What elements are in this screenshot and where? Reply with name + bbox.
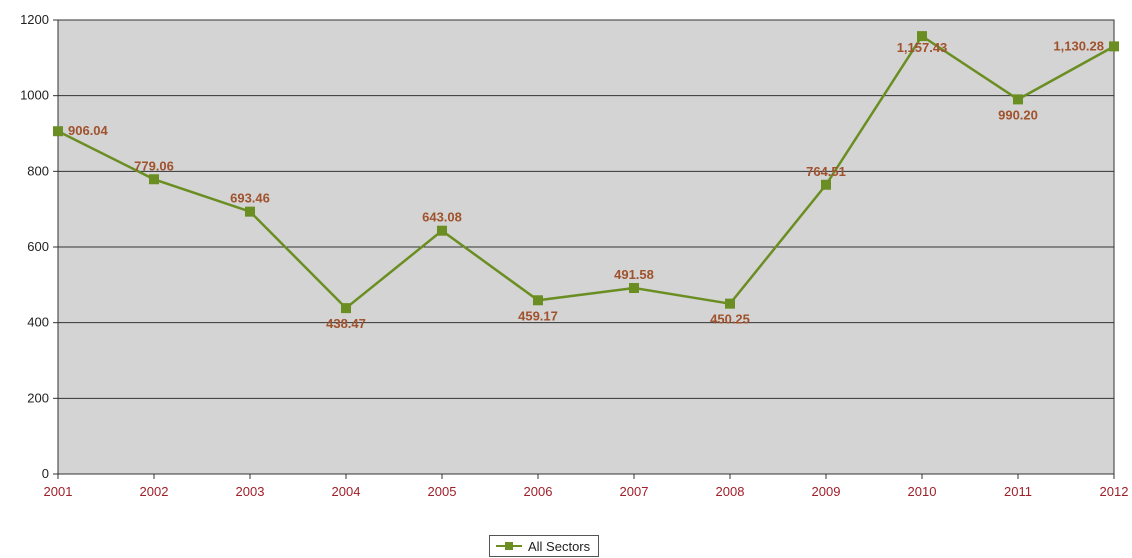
x-tick-label: 2009 <box>812 484 841 499</box>
data-labels: 906.04 779.06 693.46 438.47 643.08 459.17 491.… <box>68 38 1104 331</box>
legend: All Sectors <box>489 535 600 557</box>
x-tick-label: 2004 <box>332 484 361 499</box>
data-point <box>149 174 159 185</box>
x-tick-label: 2003 <box>236 484 265 499</box>
data-point <box>245 206 255 217</box>
data-point <box>1109 41 1119 52</box>
y-tick-label: 1000 <box>20 88 49 103</box>
y-tick-label: 200 <box>27 390 49 405</box>
data-point <box>533 295 543 306</box>
data-label: 779.06 <box>134 158 174 173</box>
y-tick-label: 1200 <box>20 12 49 27</box>
data-point <box>629 283 639 294</box>
data-point <box>1013 94 1023 105</box>
x-tick-label: 2005 <box>428 484 457 499</box>
data-label: 491.58 <box>614 267 654 282</box>
x-tick-label: 2010 <box>908 484 937 499</box>
x-tick-label: 2008 <box>716 484 745 499</box>
x-tick-label: 2007 <box>620 484 649 499</box>
data-label: 764.51 <box>806 164 846 179</box>
data-point <box>821 179 831 190</box>
data-point <box>917 31 927 42</box>
y-tick-label: 400 <box>27 315 49 330</box>
x-tick-label: 2011 <box>1004 484 1032 499</box>
data-label: 693.46 <box>230 191 270 206</box>
y-tick-label: 800 <box>27 163 49 178</box>
data-label: 1,130.28 <box>1053 38 1104 53</box>
x-axis-ticks: 2001 2002 2003 2004 2005 2006 2007 2008 2009 2010… <box>44 474 1129 499</box>
data-label: 1,157.43 <box>897 40 948 55</box>
data-label: 990.20 <box>998 107 1038 122</box>
data-point <box>725 298 735 309</box>
data-label: 438.47 <box>326 316 366 331</box>
data-label: 450.25 <box>710 312 750 327</box>
data-label: 643.08 <box>422 210 462 225</box>
x-tick-label: 2002 <box>140 484 169 499</box>
legend-swatch <box>496 540 522 552</box>
x-tick-label: 2006 <box>524 484 553 499</box>
data-label: 459.17 <box>518 308 558 323</box>
gridlines <box>58 95 1114 399</box>
x-tick-label: 2001 <box>44 484 73 499</box>
data-point <box>437 225 447 236</box>
x-tick-label: 2012 <box>1100 484 1129 499</box>
legend-label: All Sectors <box>528 538 591 554</box>
series-line-all-sectors <box>57 34 1115 310</box>
data-point <box>341 303 351 314</box>
y-axis-ticks: 0 200 400 600 800 1000 1200 <box>20 12 58 481</box>
y-tick-label: 600 <box>27 239 49 254</box>
data-label: 906.04 <box>68 123 109 138</box>
data-point <box>53 126 63 137</box>
y-tick-label: 0 <box>42 466 49 481</box>
series-markers <box>53 31 1119 314</box>
